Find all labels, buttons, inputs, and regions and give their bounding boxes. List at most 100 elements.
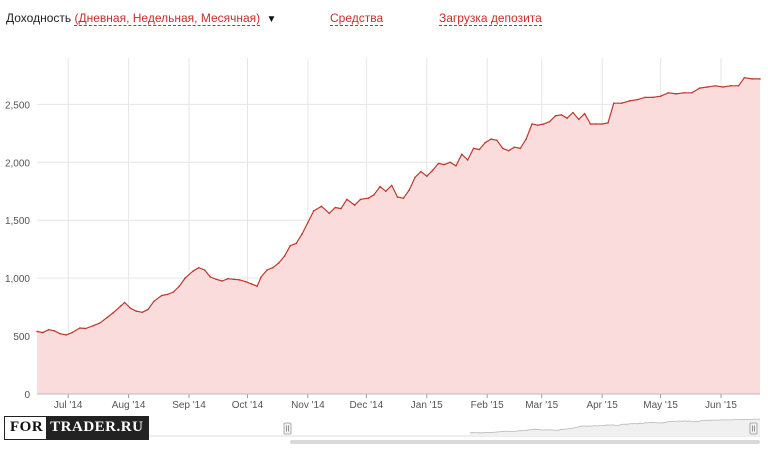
- data-point: [373, 193, 375, 196]
- logo-part-trader: TRADER.RU: [46, 416, 150, 440]
- data-point: [233, 278, 235, 281]
- data-point: [227, 277, 229, 280]
- x-tick-label: Sep '14: [172, 400, 206, 411]
- data-point: [141, 311, 143, 314]
- data-point: [129, 307, 132, 310]
- y-tick-label: 500: [13, 332, 30, 343]
- data-point: [525, 138, 527, 140]
- data-point: [683, 92, 685, 94]
- data-point: [431, 169, 434, 172]
- data-point: [256, 285, 259, 288]
- x-tick-label: Feb '15: [471, 400, 504, 411]
- data-point: [244, 280, 247, 283]
- data-point: [334, 206, 337, 209]
- funds-tab-link[interactable]: Средства: [330, 11, 384, 26]
- data-point: [160, 294, 163, 297]
- x-tick-label: Apr '15: [586, 400, 618, 411]
- data-point: [548, 120, 551, 123]
- data-point: [613, 102, 615, 104]
- returns-title: Доходность: [6, 11, 72, 25]
- data-point: [359, 198, 362, 201]
- data-point: [84, 327, 87, 330]
- y-tick-label: 0: [24, 390, 30, 401]
- navigator[interactable]: [37, 418, 760, 444]
- y-tick-label: 1,500: [5, 216, 30, 227]
- data-point: [312, 210, 315, 212]
- data-point: [644, 96, 646, 99]
- data-point: [542, 123, 545, 125]
- chart-header: Доходность (Дневная, Недельная, Месячная…: [0, 0, 768, 36]
- data-point: [178, 285, 181, 288]
- data-point: [106, 316, 108, 319]
- data-point: [722, 86, 724, 88]
- data-point: [135, 310, 138, 313]
- data-point: [260, 276, 262, 278]
- navigator-handle-left[interactable]: [283, 422, 292, 435]
- data-point: [192, 270, 194, 273]
- data-point: [238, 279, 241, 281]
- data-point: [221, 280, 223, 282]
- navigator-scrollbar[interactable]: [290, 440, 760, 444]
- data-point: [353, 204, 356, 206]
- data-point: [737, 85, 740, 87]
- data-point: [283, 255, 286, 257]
- data-point: [266, 269, 268, 271]
- data-point: [519, 147, 522, 150]
- data-point: [147, 308, 149, 311]
- data-point: [443, 163, 446, 166]
- data-point: [636, 98, 638, 101]
- data-point: [379, 185, 381, 188]
- data-point: [340, 207, 342, 210]
- data-point: [59, 333, 62, 335]
- data-point: [346, 198, 348, 201]
- data-point: [390, 184, 393, 187]
- area-fill: [37, 77, 760, 394]
- data-point: [65, 334, 67, 336]
- returns-period-options[interactable]: (Дневная, Недельная, Месячная): [74, 11, 261, 26]
- x-tick-label: Jun '15: [705, 400, 737, 411]
- data-point: [272, 266, 274, 269]
- data-point: [595, 123, 598, 125]
- data-point: [691, 92, 693, 94]
- x-tick-label: Nov '14: [291, 400, 325, 411]
- data-point: [426, 175, 428, 177]
- data-point: [123, 301, 126, 304]
- data-point: [583, 112, 586, 115]
- data-point: [743, 76, 746, 79]
- data-point: [53, 330, 56, 332]
- dropdown-caret-icon[interactable]: ▼: [266, 14, 277, 25]
- data-point: [166, 293, 169, 296]
- data-point: [301, 233, 303, 235]
- data-point: [578, 118, 580, 121]
- data-point: [385, 190, 387, 192]
- fortrader-logo: FOR TRADER.RU: [4, 416, 150, 440]
- data-point: [449, 161, 451, 164]
- data-point: [589, 123, 592, 125]
- data-point: [153, 300, 155, 303]
- data-point: [367, 197, 370, 199]
- data-point: [566, 117, 568, 119]
- data-point: [71, 331, 73, 334]
- data-point: [628, 100, 631, 102]
- data-point: [437, 162, 440, 165]
- data-point: [554, 115, 557, 117]
- navigator-handle-right[interactable]: [749, 422, 758, 435]
- data-point: [98, 322, 101, 325]
- chart-area-fill-group: [36, 76, 761, 394]
- data-point: [277, 262, 280, 264]
- data-point: [307, 221, 309, 224]
- data-point: [172, 291, 175, 293]
- data-point: [215, 278, 218, 281]
- data-point: [659, 95, 662, 97]
- data-point: [466, 159, 469, 161]
- data-point: [620, 102, 623, 104]
- data-point: [714, 85, 716, 87]
- returns-mode-dropdown[interactable]: Доходность (Дневная, Недельная, Месячная…: [6, 11, 277, 26]
- deposit-load-tab-link[interactable]: Загрузка депозита: [439, 11, 542, 26]
- x-tick-label: Mar '15: [525, 400, 558, 411]
- data-point: [396, 196, 399, 198]
- x-tick-label: Jan '15: [411, 400, 443, 411]
- y-axis: 0 500 1,000 1,500 2,000 2,500: [5, 100, 30, 401]
- data-point: [420, 170, 422, 173]
